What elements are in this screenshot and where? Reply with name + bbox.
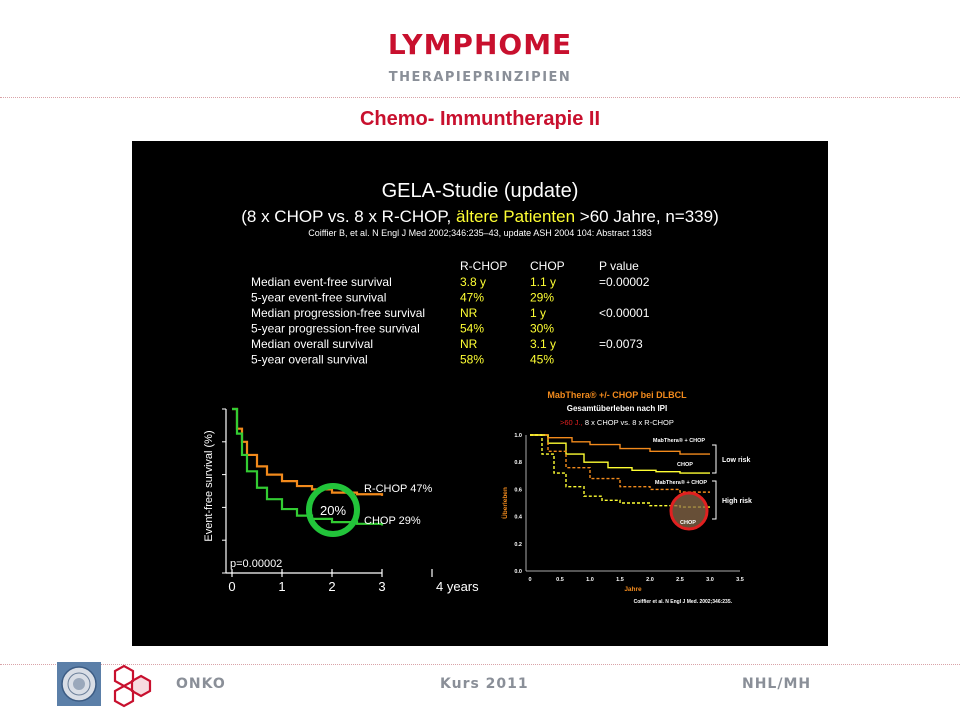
table-cell-rchop: NR <box>460 306 478 320</box>
os-y-tick-label: 0.0 <box>514 569 522 575</box>
os-group-high: High risk <box>722 498 752 505</box>
os-chart: MabThera® +/- CHOP bei DLBCL Gesamtüberl… <box>500 390 752 605</box>
os-y-tick-label: 0.2 <box>514 542 522 548</box>
table-header: R-CHOP <box>460 259 507 273</box>
os-note-prefix: >60 J., <box>560 418 583 427</box>
table-cell-chop: 3.1 y <box>530 337 556 351</box>
os-x-tick-label: 0 <box>528 577 531 583</box>
os-y-tick-label: 0.4 <box>514 515 523 521</box>
results-table: R-CHOP CHOP P value Median event-free survi… <box>251 259 650 367</box>
footer-right: NHL/MH <box>742 676 812 692</box>
table-row-label: 5-year progression-free survival <box>251 322 420 336</box>
os-label-chop-high: CHOP <box>680 520 696 526</box>
os-x-tick-label: 3.5 <box>736 577 744 583</box>
table-row-label: Median overall survival <box>251 337 373 351</box>
difference-circle <box>306 483 360 537</box>
table-row-label: Median progression-free survival <box>251 306 425 320</box>
citation: Coiffier B, et al. N Engl J Med 2002;346… <box>308 228 652 238</box>
os-label-mab-low: MabThera® + CHOP <box>653 437 706 444</box>
table-cell-chop: 29% <box>530 291 554 305</box>
os-xlabel: Jahre <box>624 586 642 593</box>
os-x-tick-label: 0.5 <box>556 577 564 583</box>
os-series-line <box>530 434 710 493</box>
os-y-tick-label: 0.6 <box>514 487 522 493</box>
os-title: MabThera® +/- CHOP bei DLBCL <box>547 390 687 400</box>
efs-ylabel: Event-free survival (%) <box>203 430 215 541</box>
table-header: CHOP <box>530 259 565 273</box>
efs-chop-label: CHOP 29% <box>364 515 421 527</box>
high-risk-circle <box>669 491 709 531</box>
study-line-highlight: ältere Patienten <box>456 207 575 226</box>
efs-chop-line <box>232 407 384 526</box>
os-ylabel: Überleben <box>500 487 509 519</box>
hexagon-logo <box>113 664 152 708</box>
page-subtitle: THERAPIEPRINZIPIEN <box>388 70 572 85</box>
footer-divider <box>0 664 960 665</box>
os-source: Coiffier et al. N Engl J Med. 2002;346:2… <box>634 599 733 605</box>
table-cell-rchop: 58% <box>460 353 484 367</box>
os-x-tick-label: 1.0 <box>586 577 594 583</box>
os-label-mab-high: MabThera® + CHOP <box>655 479 708 486</box>
table-cell-p: <0.00001 <box>599 306 650 320</box>
os-x-tick-label: 1.5 <box>616 577 624 583</box>
study-line-a: (8 x CHOP vs. 8 x R-CHOP, <box>241 207 456 226</box>
os-x-tick-label: 2.5 <box>676 577 684 583</box>
efs-chart: Event-free survival (%) p=0.00002 0 1 2 3 4 … <box>203 407 479 594</box>
os-series-line <box>530 434 710 474</box>
os-series-line <box>530 434 710 508</box>
table-cell-chop: 30% <box>530 322 554 336</box>
high-risk-bracket <box>712 480 717 520</box>
table-cell-chop: 1.1 y <box>530 275 556 289</box>
efs-x-tick-label: 4 years <box>436 579 479 594</box>
os-y-tick-label: 1.0 <box>514 433 522 439</box>
slide-svg: GELA-Studie (update) (8 x CHOP vs. 8 x R… <box>203 180 752 605</box>
slide-heading: Chemo- Immuntherapie II <box>359 108 601 130</box>
study-line-b: >60 Jahre, n=339) <box>575 207 719 226</box>
os-note: >60 J., 8 x CHOP vs. 8 x R-CHOP <box>560 418 674 427</box>
low-risk-bracket <box>712 444 717 474</box>
table-cell-rchop: 47% <box>460 291 484 305</box>
table-row-label: 5-year event-free survival <box>251 291 386 305</box>
footer-left: ONKO <box>176 676 226 692</box>
table-row-label: 5-year overall survival <box>251 353 368 367</box>
table-cell-p: =0.00002 <box>599 275 650 289</box>
footer-center: Kurs 2011 <box>440 676 529 692</box>
efs-x-tick-label: 1 <box>278 579 285 594</box>
os-label-chop-low: CHOP <box>677 462 693 468</box>
table-cell-rchop: NR <box>460 337 478 351</box>
header-divider <box>0 97 960 98</box>
study-title: GELA-Studie (update) <box>382 180 579 202</box>
table-cell-rchop: 54% <box>460 322 484 336</box>
table-cell-chop: 1 y <box>530 306 546 320</box>
os-x-tick-label: 2.0 <box>646 577 654 583</box>
efs-x-tick-label: 0 <box>228 579 235 594</box>
efs-rchop-line <box>232 407 384 496</box>
os-y-tick-label: 0.8 <box>514 460 522 466</box>
os-x-tick-label: 3.0 <box>706 577 714 583</box>
slide-image: GELA-Studie (update) (8 x CHOP vs. 8 x R… <box>132 141 828 646</box>
os-note-rest: 8 x CHOP vs. 8 x R-CHOP <box>583 418 674 427</box>
table-cell-p: =0.0073 <box>599 337 643 351</box>
page-title: LYMPHOME <box>387 28 573 61</box>
table-cell-rchop: 3.8 y <box>460 275 486 289</box>
efs-x-tick-label: 3 <box>378 579 385 594</box>
efs-rchop-label: R-CHOP 47% <box>364 483 432 495</box>
os-subtitle: Gesamtüberleben nach IPI <box>567 404 667 413</box>
efs-p-value: p=0.00002 <box>230 558 282 570</box>
efs-x-tick-label: 2 <box>328 579 335 594</box>
study-subtitle: (8 x CHOP vs. 8 x R-CHOP, ältere Patient… <box>241 207 719 226</box>
university-seal-logo <box>57 662 101 706</box>
table-cell-chop: 45% <box>530 353 554 367</box>
table-header: P value <box>599 259 639 273</box>
efs-diff-label: 20% <box>320 503 346 518</box>
os-group-low: Low risk <box>722 457 751 464</box>
table-row-label: Median event-free survival <box>251 275 392 289</box>
os-series-line <box>530 434 710 455</box>
